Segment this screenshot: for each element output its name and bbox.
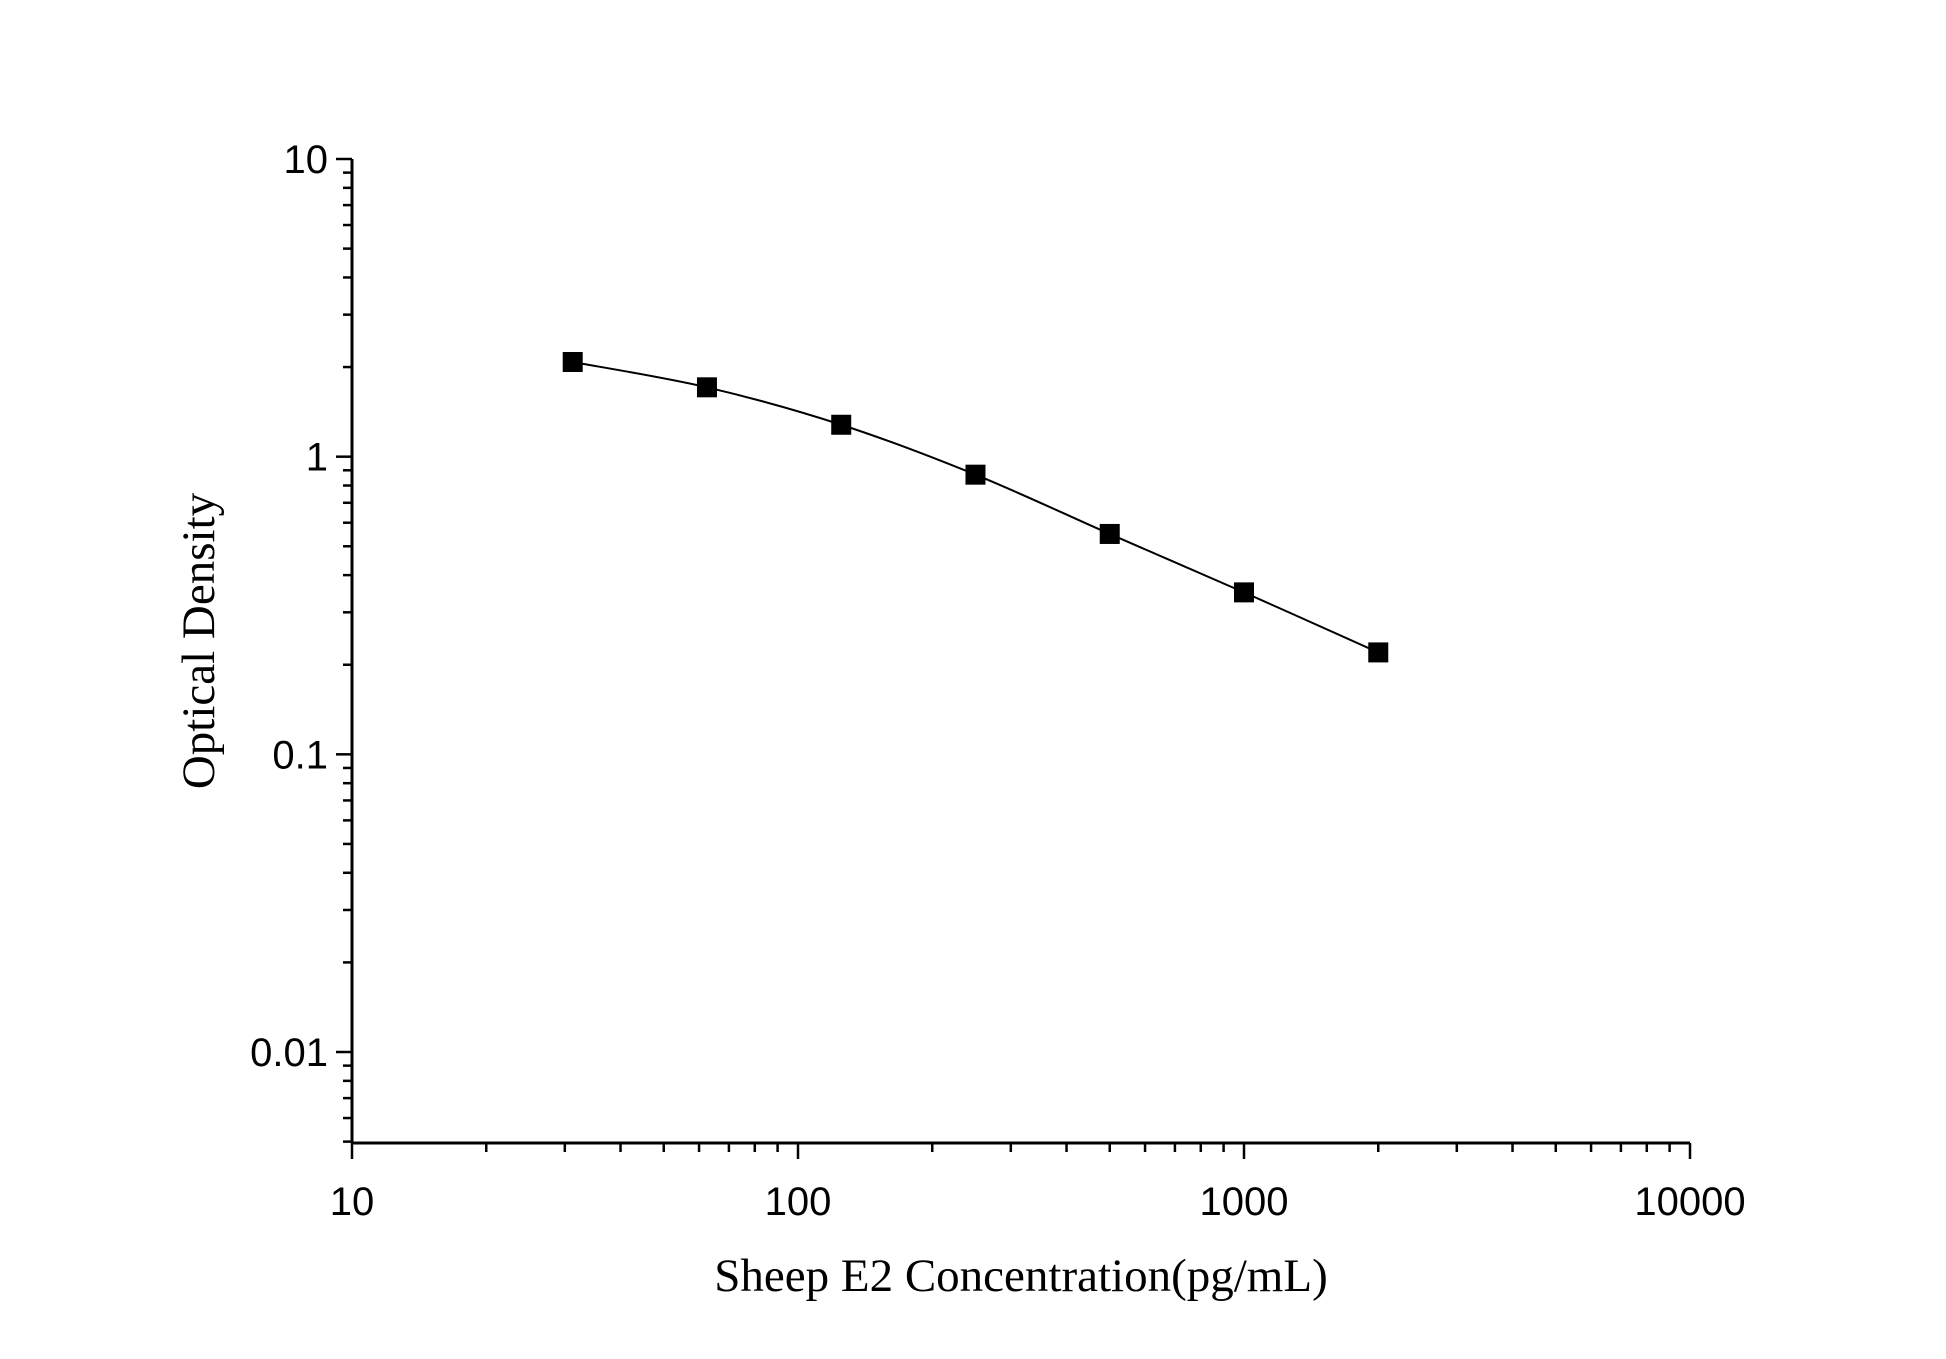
- data-markers: [562, 351, 1389, 663]
- data-point: [831, 414, 852, 435]
- data-point: [965, 464, 986, 485]
- data-point: [696, 377, 717, 398]
- minor-ticks: [343, 171, 1671, 1152]
- x-axis-title: Sheep E2 Concentration(pg/mL): [714, 1250, 1327, 1302]
- x-tick-label: 10000: [1634, 1180, 1745, 1224]
- data-point: [1368, 642, 1389, 663]
- y-tick-label: 1: [306, 436, 328, 480]
- y-tick-label: 0.1: [272, 733, 328, 777]
- x-tick-label: 1000: [1200, 1180, 1289, 1224]
- x-tick-label: 10: [330, 1180, 375, 1224]
- data-point: [562, 351, 583, 372]
- tick-labels: 0.01 0.1 1 10 10 100 1000 10000: [250, 138, 1745, 1224]
- x-tick-label: 100: [765, 1180, 832, 1224]
- y-tick-label: 0.01: [250, 1031, 328, 1075]
- data-point: [1234, 582, 1254, 603]
- major-ticks: [336, 157, 1692, 1159]
- y-axis-title: Optical Density: [173, 492, 225, 789]
- y-tick-label: 10: [284, 138, 329, 182]
- data-point: [1099, 523, 1120, 544]
- series-line: [572, 361, 1379, 654]
